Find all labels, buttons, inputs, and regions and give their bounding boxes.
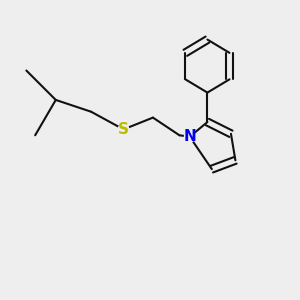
Text: N: N bbox=[183, 129, 196, 144]
Text: S: S bbox=[118, 122, 129, 137]
Circle shape bbox=[118, 124, 129, 135]
Circle shape bbox=[184, 131, 195, 142]
